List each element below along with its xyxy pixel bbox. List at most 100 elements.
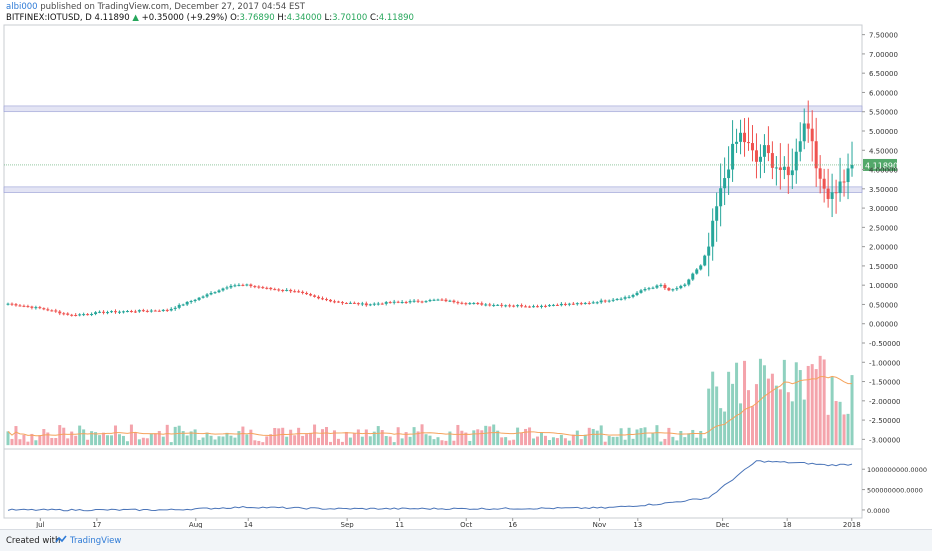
candle-body-208 [834,192,838,194]
volume-bar-103 [416,431,420,446]
candle-body-121 [488,304,492,306]
y-tick-label-14: 0.50000 [869,301,898,309]
time-axis[interactable]: Jul 17 Aug 14 Sep 11 Oct 16 Nov 13 Dec 18 2018 [35,518,861,528]
volume-bar-193 [774,385,778,446]
candle-body-193 [774,167,778,169]
price-chart[interactable]: 4.11890 7.50000 7.00000 6.50000 6.00000 5.50… [0,0,932,528]
candle-body-16 [70,314,74,316]
candle-body-162 [651,287,655,289]
volume-bar-50 [205,432,209,446]
volume-bar-152 [611,436,615,446]
zone-1 [3,186,863,193]
candle-body-164 [659,284,663,286]
candle-body-196 [786,166,790,176]
volume-bar-60 [245,434,249,446]
volume-bar-38 [157,430,161,446]
volume-bar-65 [265,436,269,446]
candle-body-111 [448,300,452,302]
volume-bar-8 [38,435,42,446]
volume-bar-85 [344,431,348,446]
x-tick-label-2: Aug [189,521,203,528]
candle-body-17 [74,314,78,316]
volume-bar-184 [739,403,743,446]
candle-body-63 [257,286,261,288]
candle-body-105 [424,301,428,303]
candle-body-128 [516,305,520,307]
obv-pane: 1000000000.0000 500000000.0000 0.0000 [7,460,927,515]
candle-body-169 [679,285,683,289]
volume-bar-122 [492,424,496,446]
volume-bar-156 [627,427,631,446]
price-axis[interactable]: 7.50000 7.00000 6.50000 6.00000 5.50000 5.000… [862,32,900,445]
volume-bar-90 [364,429,368,446]
volume-bar-62 [253,440,257,446]
candle-body-85 [344,302,348,304]
volume-bar-167 [671,436,675,446]
candle-body-79 [321,298,325,300]
volume-bar-194 [778,389,782,446]
candle-body-136 [547,305,551,307]
volume-bar-35 [145,438,149,446]
candle-body-170 [683,284,687,286]
candle-body-100 [404,301,408,303]
candle-body-41 [169,308,173,311]
volume-bar-135 [543,435,547,446]
candle-body-40 [165,309,169,311]
volume-bar-34 [141,437,145,446]
candle-body-188 [754,150,758,162]
x-tick-label-10: Dec [716,521,730,528]
candle-body-130 [524,306,528,308]
volume-bar-59 [241,426,245,446]
candle-body-21 [90,314,94,316]
candle-body-124 [500,304,504,306]
volume-bar-95 [384,436,388,446]
candle-body-114 [460,302,464,304]
volume-bar-14 [62,427,66,446]
candle-body-73 [297,291,301,293]
candle-body-186 [747,142,751,144]
candle-body-30 [125,311,129,313]
author-link[interactable]: albi000 [6,2,38,12]
candle-body-46 [189,301,193,303]
volume-bar-13 [58,425,62,446]
candle-body-166 [667,288,671,291]
volume-bar-151 [607,436,611,446]
volume-bar-54 [221,436,225,446]
volume-bar-144 [579,439,583,446]
volume-bar-174 [699,430,703,446]
volume-bar-3 [18,439,22,446]
volume-bar-82 [332,430,336,446]
candle-body-56 [229,285,233,288]
candle-body-191 [766,145,770,154]
tradingview-link[interactable]: TradingView [70,536,122,546]
volume-bar-138 [555,438,559,446]
publish-text: published on TradingView.com, December 2… [40,2,305,12]
volume-bar-102 [412,427,416,446]
volume-bar-130 [524,428,528,446]
volume-bar-41 [169,442,173,446]
candle-body-106 [428,300,432,302]
candle-body-194 [778,167,782,170]
candle-body-39 [161,309,165,311]
candle-body-42 [173,307,177,309]
candle-body-8 [38,307,42,309]
last-price-line: 4.11890 [4,158,898,171]
volume-bar-146 [587,427,591,446]
low-value: 3.70100 [332,13,368,23]
volume-bar-202 [810,364,814,446]
candle-body-153 [615,298,619,300]
candle-body-78 [317,296,321,299]
candle-body-49 [201,296,205,298]
candle-body-10 [46,309,50,311]
volume-bar-165 [663,438,667,446]
x-tick-label-0: Jul [35,521,45,528]
volume-bar-116 [468,440,472,446]
candle-body-26 [110,311,114,313]
candle-body-2 [14,304,18,306]
open-label: O: [230,13,240,23]
zone-0 [3,105,863,113]
candle-body-67 [273,289,277,291]
volume-bar-140 [563,438,567,446]
candle-body-29 [121,311,125,313]
candle-body-147 [591,302,595,304]
